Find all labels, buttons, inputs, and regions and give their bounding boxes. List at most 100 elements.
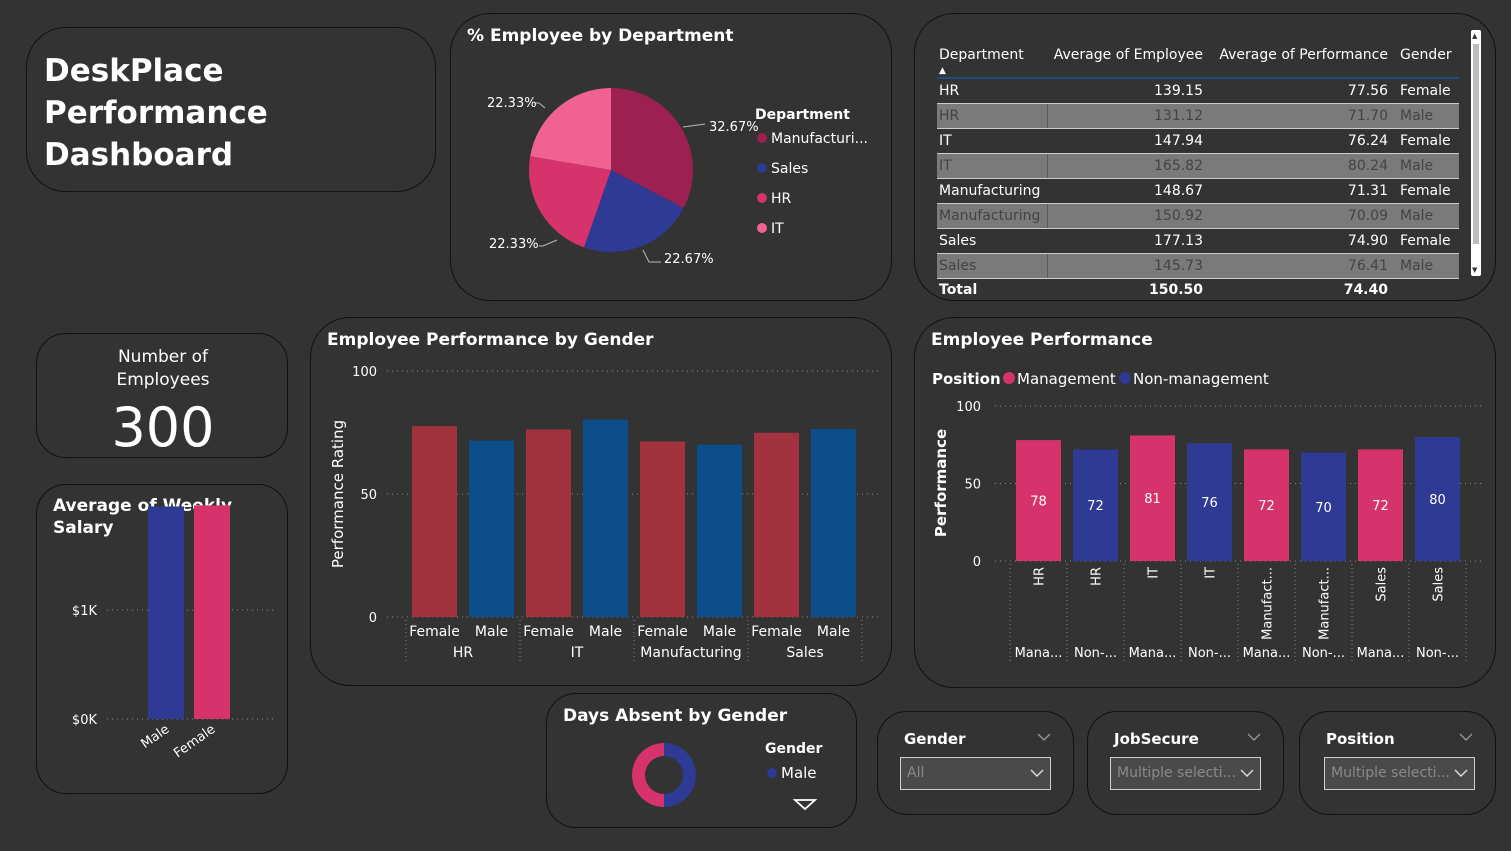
y-tick-label: $1K	[72, 604, 98, 619]
perf-position-card[interactable]: Employee Performance Position Management N…	[914, 317, 1496, 688]
days-absent-chart[interactable]: Gender Male	[547, 694, 858, 829]
bar-it-male[interactable]	[583, 419, 628, 617]
table-row[interactable]: IT 165.82 80.24 Male	[937, 153, 1459, 179]
jobsecure-slicer[interactable]: JobSecure Multiple selecti...	[1087, 711, 1284, 815]
pie-slice-hr[interactable]	[529, 156, 611, 248]
bar-it-female[interactable]	[526, 429, 571, 617]
bar-manufacturing-male[interactable]	[697, 444, 742, 617]
bar-sales-female[interactable]	[754, 432, 799, 617]
col-header-department[interactable]: Department ▲	[937, 32, 1047, 79]
days-absent-card[interactable]: Days Absent by Gender Gender Male	[546, 693, 857, 828]
perf-gender-chart[interactable]: 0 50 100 Performance Rating Female Male Female…	[311, 318, 893, 687]
bar-hr-male[interactable]	[469, 440, 514, 617]
x-tick-label: Male	[703, 624, 736, 640]
position-slicer-dropdown[interactable]: Multiple selecti...	[1324, 757, 1475, 790]
table-row[interactable]: HR 131.12 71.70 Male	[937, 103, 1459, 129]
scroll-thumb[interactable]	[1473, 44, 1479, 244]
bar-manufacturing-non-management[interactable]	[1301, 452, 1346, 562]
scroll-down-icon[interactable]: ▼	[1472, 266, 1478, 274]
chevron-down-icon[interactable]	[1037, 730, 1051, 744]
cell-gender: Male	[1390, 203, 1459, 229]
scroll-up-icon[interactable]: ▲	[1472, 32, 1478, 40]
x-group-label: Mana...	[1015, 646, 1063, 661]
total-avg-employee: 150.50	[1148, 282, 1203, 299]
col-header-avg-employee[interactable]: Average of Employee	[1047, 32, 1205, 79]
x-group-label: IT	[571, 645, 584, 661]
x-tick-label: Manufact...	[1318, 567, 1333, 640]
gender-slicer-title: Gender	[904, 730, 966, 748]
sort-asc-icon[interactable]: ▲	[939, 66, 946, 76]
bar-it-non-management[interactable]	[1187, 443, 1232, 561]
pie-legend-item[interactable]: IT	[771, 221, 784, 237]
gender-slicer-dropdown[interactable]: All	[900, 757, 1051, 790]
table-row[interactable]: Manufacturing 148.67 71.31 Female	[937, 178, 1459, 204]
bar-manufacturing-female[interactable]	[640, 441, 685, 617]
pie-legend-item[interactable]: Sales	[771, 161, 808, 177]
legend-scroll-down-icon[interactable]	[792, 799, 818, 811]
bar-hr-female[interactable]	[412, 426, 457, 617]
pie-slice-sales[interactable]	[584, 170, 684, 252]
bar-male[interactable]	[148, 506, 184, 719]
bar-manufacturing-management[interactable]	[1244, 449, 1289, 561]
bar-data-label: 70	[1315, 501, 1332, 516]
col-header-gender[interactable]: Gender	[1390, 32, 1459, 79]
table-row[interactable]: Manufacturing 150.92 70.09 Male	[937, 203, 1459, 229]
bar-female[interactable]	[194, 505, 230, 719]
col-header-avg-performance[interactable]: Average of Performance	[1205, 32, 1390, 79]
dept-pie-chart[interactable]: 32.67% 22.67% 22.33% 22.33% Department Manufa…	[451, 14, 893, 302]
cell-avg-performance: 76.24	[1205, 128, 1390, 154]
position-slicer-value: Multiple selecti...	[1331, 765, 1450, 781]
perf-gender-card[interactable]: Employee Performance by Gender 0 50 100 Per…	[310, 317, 892, 686]
table-row[interactable]: HR 139.15 77.56 Female	[937, 78, 1459, 104]
bar-sales-management[interactable]	[1358, 449, 1403, 561]
legend-marker-icon	[757, 193, 767, 203]
legend-item-management: Management	[1017, 370, 1116, 388]
y-tick-label: $0K	[72, 713, 98, 728]
bar-data-label: 78	[1030, 495, 1047, 510]
x-tick-label: Male	[138, 722, 172, 752]
bar-hr-management[interactable]	[1016, 440, 1061, 561]
table-row[interactable]: IT 147.94 76.24 Female	[937, 128, 1459, 154]
pie-slice-it[interactable]	[530, 87, 611, 170]
jobsecure-slicer-dropdown[interactable]: Multiple selecti...	[1110, 757, 1261, 790]
bar-data-label: 81	[1144, 492, 1161, 507]
dropdown-arrow-icon[interactable]	[1240, 767, 1254, 779]
dropdown-arrow-icon[interactable]	[1030, 767, 1044, 779]
dropdown-arrow-icon[interactable]	[1454, 767, 1468, 779]
position-slicer[interactable]: Position Multiple selecti...	[1299, 711, 1496, 815]
summary-table[interactable]: Department ▲ Average of Employee Average…	[937, 32, 1459, 300]
x-group-label: Mana...	[1243, 646, 1291, 661]
dept-pie-title: % Employee by Department	[467, 26, 734, 46]
pie-legend-item[interactable]: Manufacturi...	[771, 131, 868, 147]
donut-slice-female[interactable]	[632, 743, 664, 807]
x-tick-label: Female	[751, 624, 802, 640]
pie-legend-title: Department	[755, 107, 850, 123]
perf-position-chart[interactable]: Position Management Non-management 0 50 100 Pe…	[915, 318, 1497, 689]
cell-department: Manufacturing	[937, 178, 1047, 204]
donut-slice-male[interactable]	[664, 743, 696, 807]
summary-table-card[interactable]: Department ▲ Average of Employee Average…	[914, 13, 1496, 301]
dashboard-title: DeskPlace Performance Dashboard	[44, 50, 435, 176]
table-row[interactable]: Sales 177.13 74.90 Female	[937, 228, 1459, 254]
bar-sales-male[interactable]	[811, 429, 856, 617]
legend-title: Position	[932, 370, 1001, 388]
x-tick-label: Female	[523, 624, 574, 640]
x-tick-label: IT	[1147, 567, 1162, 579]
bar-sales-non-management[interactable]	[1415, 437, 1460, 561]
weekly-salary-card[interactable]: Average of Weekly Salary $0K $1K Male Femal…	[36, 484, 288, 794]
gender-slicer[interactable]: Gender All	[877, 711, 1074, 815]
bar-data-label: 72	[1372, 499, 1389, 514]
chevron-down-icon[interactable]	[1247, 730, 1261, 744]
bar-it-management[interactable]	[1130, 435, 1175, 561]
days-absent-title: Days Absent by Gender	[563, 706, 788, 726]
bar-hr-non-management[interactable]	[1073, 449, 1118, 561]
chevron-down-icon[interactable]	[1459, 730, 1473, 744]
dept-pie-card[interactable]: % Employee by Department 32.67% 22.67% 22.…	[450, 13, 892, 301]
bar-data-label: 72	[1087, 499, 1104, 514]
table-row[interactable]: Sales 145.73 76.41 Male	[937, 253, 1459, 279]
table-scrollbar[interactable]: ▲ ▼	[1471, 30, 1481, 276]
pie-slice-manufacturing[interactable]	[611, 88, 693, 209]
cell-avg-employee: 148.67	[1047, 178, 1205, 204]
pie-legend-item[interactable]: HR	[771, 191, 792, 207]
